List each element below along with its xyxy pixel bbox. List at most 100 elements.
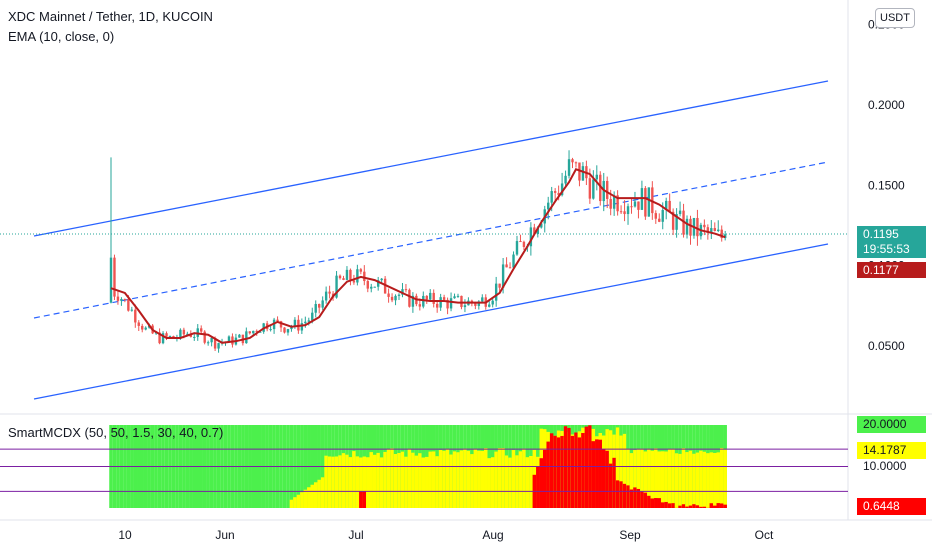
ind-red-bar [612,457,616,508]
candle-body [515,241,519,255]
candle-body [678,210,682,215]
candle-body [127,299,130,311]
candle-body [366,281,369,289]
ind-yellow-bar [390,448,394,508]
ind-yellow-bar [400,451,405,508]
ind-yellow-bar [716,452,720,508]
ind-red-bar [619,481,623,508]
candle-body [311,312,314,321]
indicator-legend[interactable]: SmartMCDX (50, 50, 1.5, 30, 40, 0.7) [8,425,224,440]
ind-yellow-bar [636,449,641,508]
ind-yellow-bar [352,451,356,508]
ind-yellow-bar [425,456,429,508]
candle-body [606,180,609,199]
ind-yellow-bar [404,456,408,508]
channel-mid-line[interactable] [33,161,829,319]
candle-body [210,337,213,343]
ind-yellow-bar [366,457,370,508]
candle-body [651,187,654,214]
ind-red-bar [671,503,675,508]
candle-body [588,178,592,199]
ind-red-bar [678,505,682,508]
time-tick-label: Jun [215,528,234,542]
channel-lower-line[interactable] [33,243,829,400]
chart-title[interactable]: XDC Mainnet / Tether, 1D, KUCOIN [8,9,213,24]
ind-yellow-bar [706,453,710,508]
ind-yellow-bar [654,448,658,508]
ind-red-bar [654,498,658,508]
candle-body [286,329,290,333]
candle-body [533,227,536,235]
ind-red-bar [699,506,703,508]
ind-yellow-bar [359,457,363,508]
candle-body [338,275,342,279]
ind-yellow-bar [463,448,467,508]
ind-yellow-bar [407,448,412,508]
candle-body [644,188,647,217]
ind-red-bar [359,491,363,508]
ind-yellow-bar [494,451,498,508]
candle-body [269,329,272,331]
ind-red-bar [636,488,641,508]
candle-body [474,303,477,306]
ind-yellow-bar [317,479,321,508]
ind-yellow-bar [414,455,419,508]
time-tick-label: Oct [755,528,774,542]
candle-body [661,209,664,222]
candle-body [668,200,671,212]
ind-red-bar [685,506,689,508]
ind-red-bar [556,437,561,508]
ind-yellow-bar [640,448,644,508]
candle-body [675,214,678,230]
ind-red-bar [664,501,668,508]
ind-yellow-bar [525,457,530,508]
ind-yellow-bar [411,452,415,508]
ind-yellow-bar [713,452,717,508]
candle-body [519,241,522,243]
ind-yellow-bar [688,450,693,508]
candles-group [109,150,727,353]
ind-yellow-bar [300,492,304,508]
channel-upper-line[interactable] [33,80,829,237]
candle-body [505,264,508,268]
ind-yellow-bar [692,453,696,508]
ind-red-bar [605,450,609,508]
candle-body [238,334,241,338]
ind-yellow-bar [477,450,481,508]
ind-red-bar [570,435,575,508]
ind-yellow-bar [459,450,464,508]
ind-red-bar [633,487,637,508]
time-axis[interactable]: 10 Jun Jul Aug Sep Oct [118,528,774,542]
ind-yellow-bar [379,457,384,508]
ind-red-bar [615,480,620,508]
currency-button[interactable]: USDT [875,8,915,28]
ind-yellow-bar [470,454,474,508]
ind-red-bar [709,503,714,508]
ind-yellow-bar [386,449,391,508]
time-tick-label: Sep [619,528,641,542]
candle-body [529,227,533,247]
candle-body [498,283,501,288]
candle-body [168,336,172,338]
ind-yellow-bar [615,427,620,508]
ema-legend[interactable]: EMA (10, close, 0) [8,29,115,44]
ind-red-bar [695,505,700,508]
indicator-pane [0,425,848,508]
ind-yellow-bar [372,454,377,508]
candle-body [404,289,408,291]
candle-body [276,319,279,322]
ind-yellow-bar [484,448,488,508]
candle-body [706,227,710,232]
ind-red-bar [622,483,627,508]
candle-body [113,257,116,297]
ind-red-bar [536,466,540,508]
ind-yellow-bar [435,456,439,508]
ind-yellow-bar [303,489,308,508]
candle-body [137,322,140,326]
ind-yellow-bar [293,497,297,508]
candle-body [345,269,349,280]
candle-body [245,331,248,344]
